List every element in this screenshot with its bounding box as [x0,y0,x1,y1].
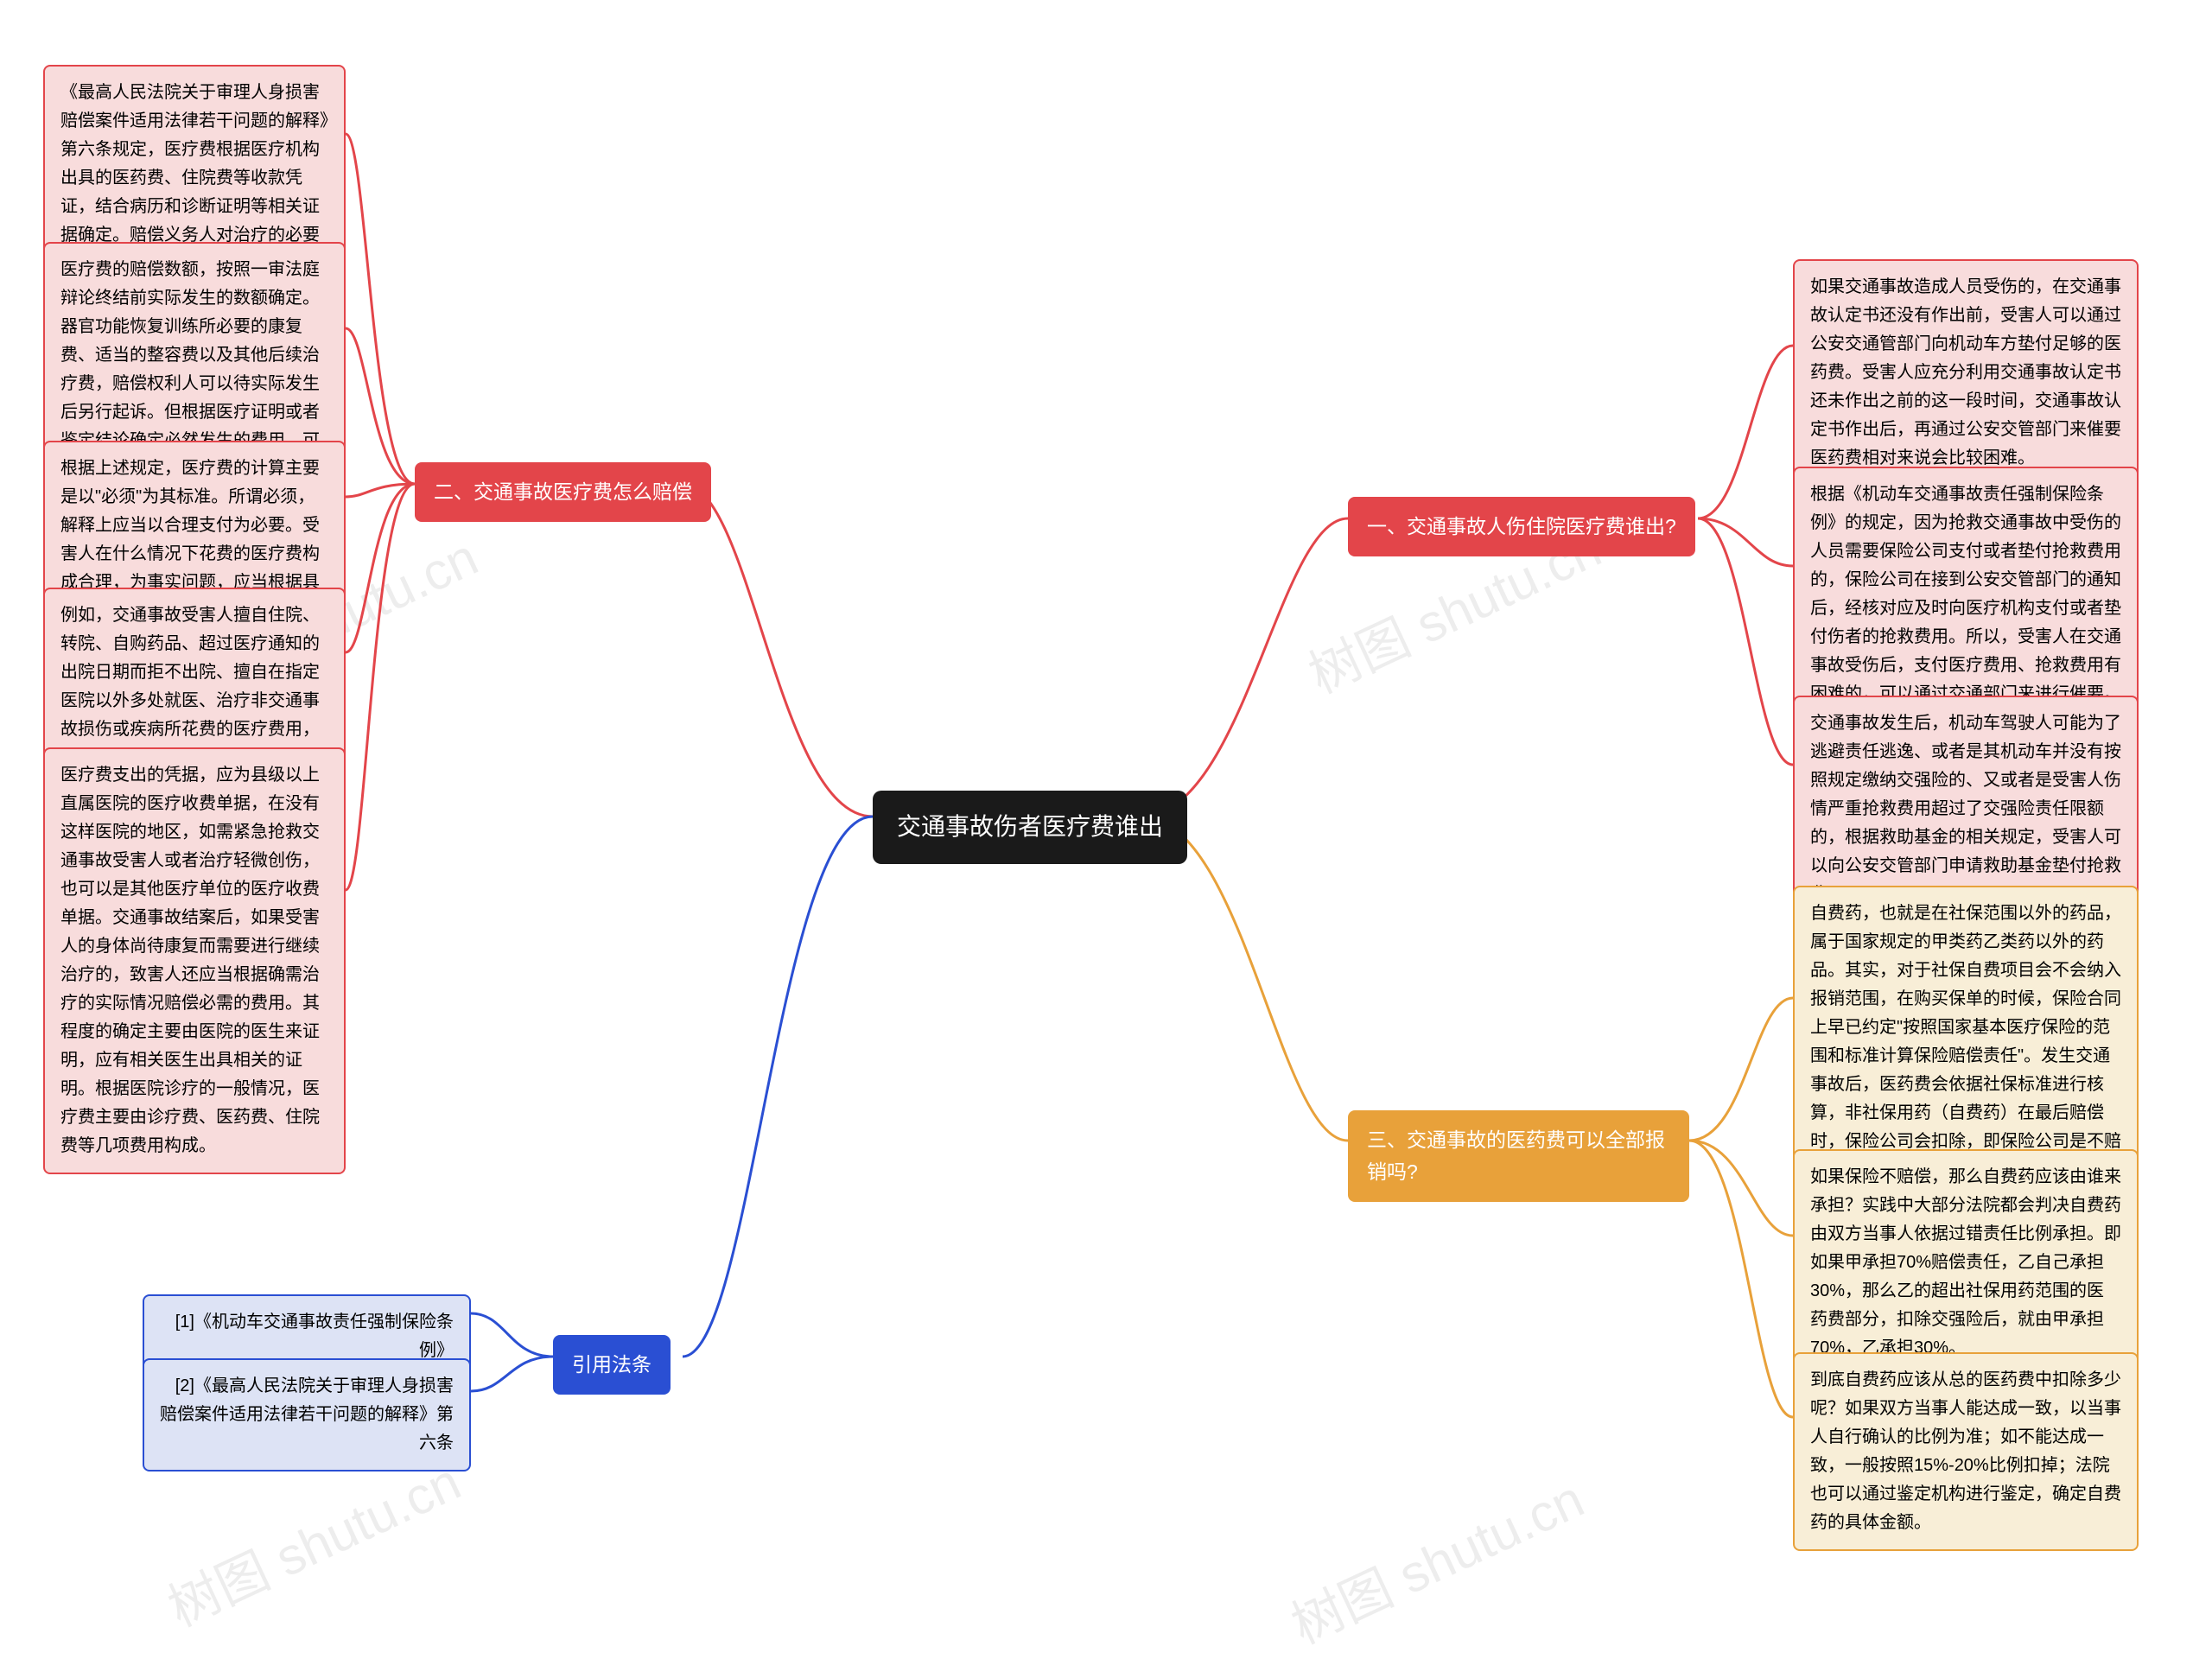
leaf-text: 交通事故发生后，机动车驾驶人可能为了逃避责任逃逸、或者是其机动车并没有按照规定缴… [1810,714,2121,904]
leaf-text: 根据《机动车交通事故责任强制保险条例》的规定，因为抢救交通事故中受伤的人员需要保… [1810,485,2121,703]
branch-1-leaf-0[interactable]: 如果交通事故造成人员受伤的，在交通事故认定书还没有作出前，受害人可以通过公安交通… [1793,259,2139,486]
branch-1[interactable]: 一、交通事故人伤住院医疗费谁出? [1348,497,1695,556]
branch-3-label: 三、交通事故的医药费可以全部报销吗? [1367,1128,1665,1183]
leaf-text: 自费药，也就是在社保范围以外的药品，属于国家规定的甲类药乙类药以外的药品。其实，… [1810,904,2121,1179]
leaf-text: [1]《机动车交通事故责任强制保险条例》 [175,1313,454,1360]
root-node[interactable]: 交通事故伤者医疗费谁出 [873,791,1187,864]
branch-4-label: 引用法条 [572,1353,652,1376]
leaf-text: [2]《最高人民法院关于审理人身损害赔偿案件适用法律若干问题的解释》第六条 [160,1376,454,1452]
branch-4-leaf-1[interactable]: [2]《最高人民法院关于审理人身损害赔偿案件适用法律若干问题的解释》第六条 [143,1358,471,1471]
branch-1-label: 一、交通事故人伤住院医疗费谁出? [1367,515,1676,537]
branch-2-label: 二、交通事故医疗费怎么赔偿 [434,480,692,503]
branch-3[interactable]: 三、交通事故的医药费可以全部报销吗? [1348,1110,1689,1202]
leaf-text: 到底自费药应该从总的医药费中扣除多少呢？如果双方当事人能达成一致，以当事人自行确… [1810,1370,2121,1532]
branch-3-leaf-1[interactable]: 如果保险不赔偿，那么自费药应该由谁来承担？实践中大部分法院都会判决自费药由双方当… [1793,1149,2139,1376]
branch-2[interactable]: 二、交通事故医疗费怎么赔偿 [415,462,711,522]
leaf-text: 如果保险不赔偿，那么自费药应该由谁来承担？实践中大部分法院都会判决自费药由双方当… [1810,1167,2121,1357]
leaf-text: 医疗费支出的凭据，应为县级以上直属医院的医疗收费单据，在没有这样医院的地区，如需… [60,766,320,1155]
branch-2-leaf-4[interactable]: 医疗费支出的凭据，应为县级以上直属医院的医疗收费单据，在没有这样医院的地区，如需… [43,747,346,1174]
root-label: 交通事故伤者医疗费谁出 [897,813,1163,840]
branch-4[interactable]: 引用法条 [553,1335,671,1395]
branch-3-leaf-2[interactable]: 到底自费药应该从总的医药费中扣除多少呢？如果双方当事人能达成一致，以当事人自行确… [1793,1352,2139,1551]
branch-1-leaf-1[interactable]: 根据《机动车交通事故责任强制保险条例》的规定，因为抢救交通事故中受伤的人员需要保… [1793,467,2139,722]
leaf-text: 如果交通事故造成人员受伤的，在交通事故认定书还没有作出前，受害人可以通过公安交通… [1810,277,2121,467]
